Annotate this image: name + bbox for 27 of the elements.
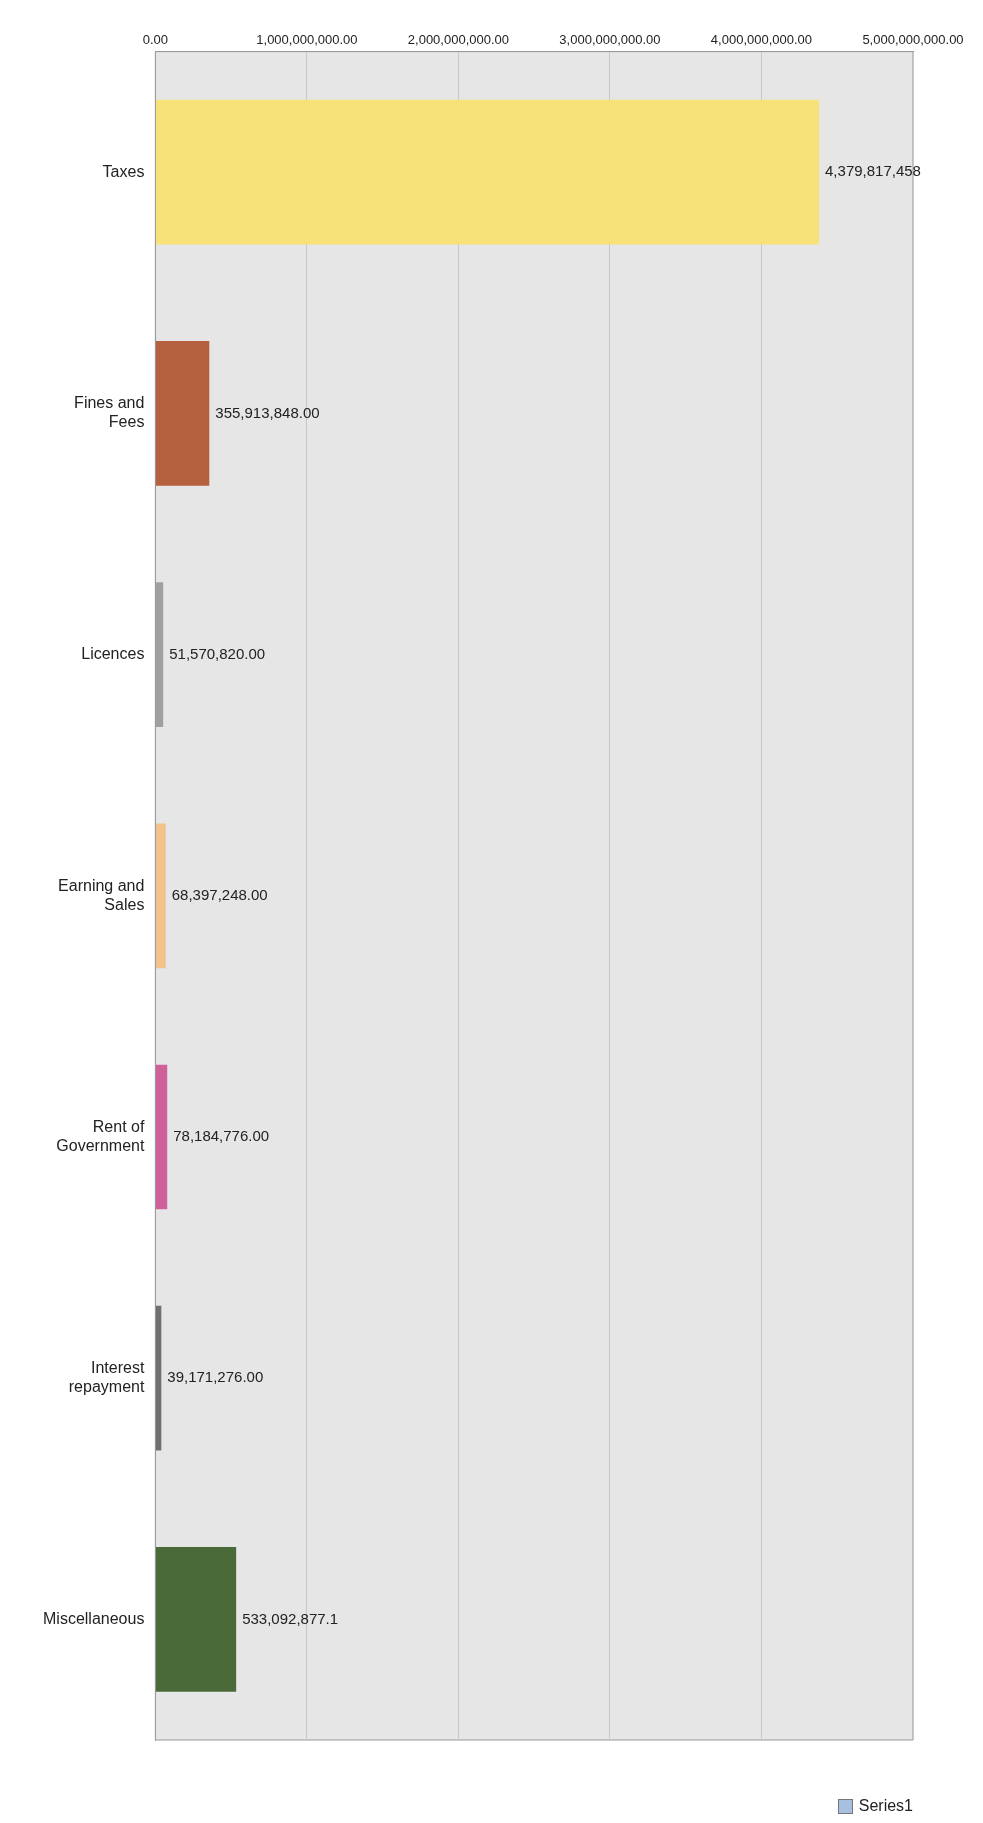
bar: [155, 1064, 168, 1210]
data-label: 39,171,276.00: [167, 1368, 264, 1386]
y-tick-label: Earning and Sales: [58, 876, 145, 913]
y-tick-label: Taxes: [102, 162, 145, 180]
data-label: 78,184,776.00: [173, 1127, 270, 1145]
y-tick-label: Licences: [81, 645, 145, 663]
bar: [155, 1547, 237, 1692]
bar: [155, 341, 210, 486]
y-tick-label: Interest repayment: [68, 1359, 145, 1396]
bar: [155, 99, 820, 245]
data-label: 355,913,848.00: [215, 403, 320, 421]
x-tick-label: 4,000,000,000.00: [710, 32, 813, 48]
y-tick-label: Rent of Government: [56, 1117, 145, 1155]
x-tick-label: 5,000,000,000.00: [862, 32, 964, 48]
x-tick-label: 1,000,000,000.00: [256, 32, 358, 48]
data-label: 51,570,820.00: [169, 644, 266, 662]
data-label: 4,379,817,458: [825, 162, 921, 180]
x-tick-label: 3,000,000,000.00: [559, 32, 661, 48]
y-tick-label: Miscellaneous: [42, 1609, 145, 1627]
y-tick-label: Fines and Fees: [74, 394, 145, 431]
data-label: 533,092,877.1: [242, 1609, 339, 1627]
text: Series1: [858, 1797, 913, 1815]
x-tick-label: 0.00: [142, 32, 169, 48]
x-tick-label: 2,000,000,000.00: [407, 32, 510, 48]
bar: [155, 1305, 162, 1451]
data-label: 68,397,248.00: [171, 885, 268, 903]
bar: [155, 823, 166, 969]
